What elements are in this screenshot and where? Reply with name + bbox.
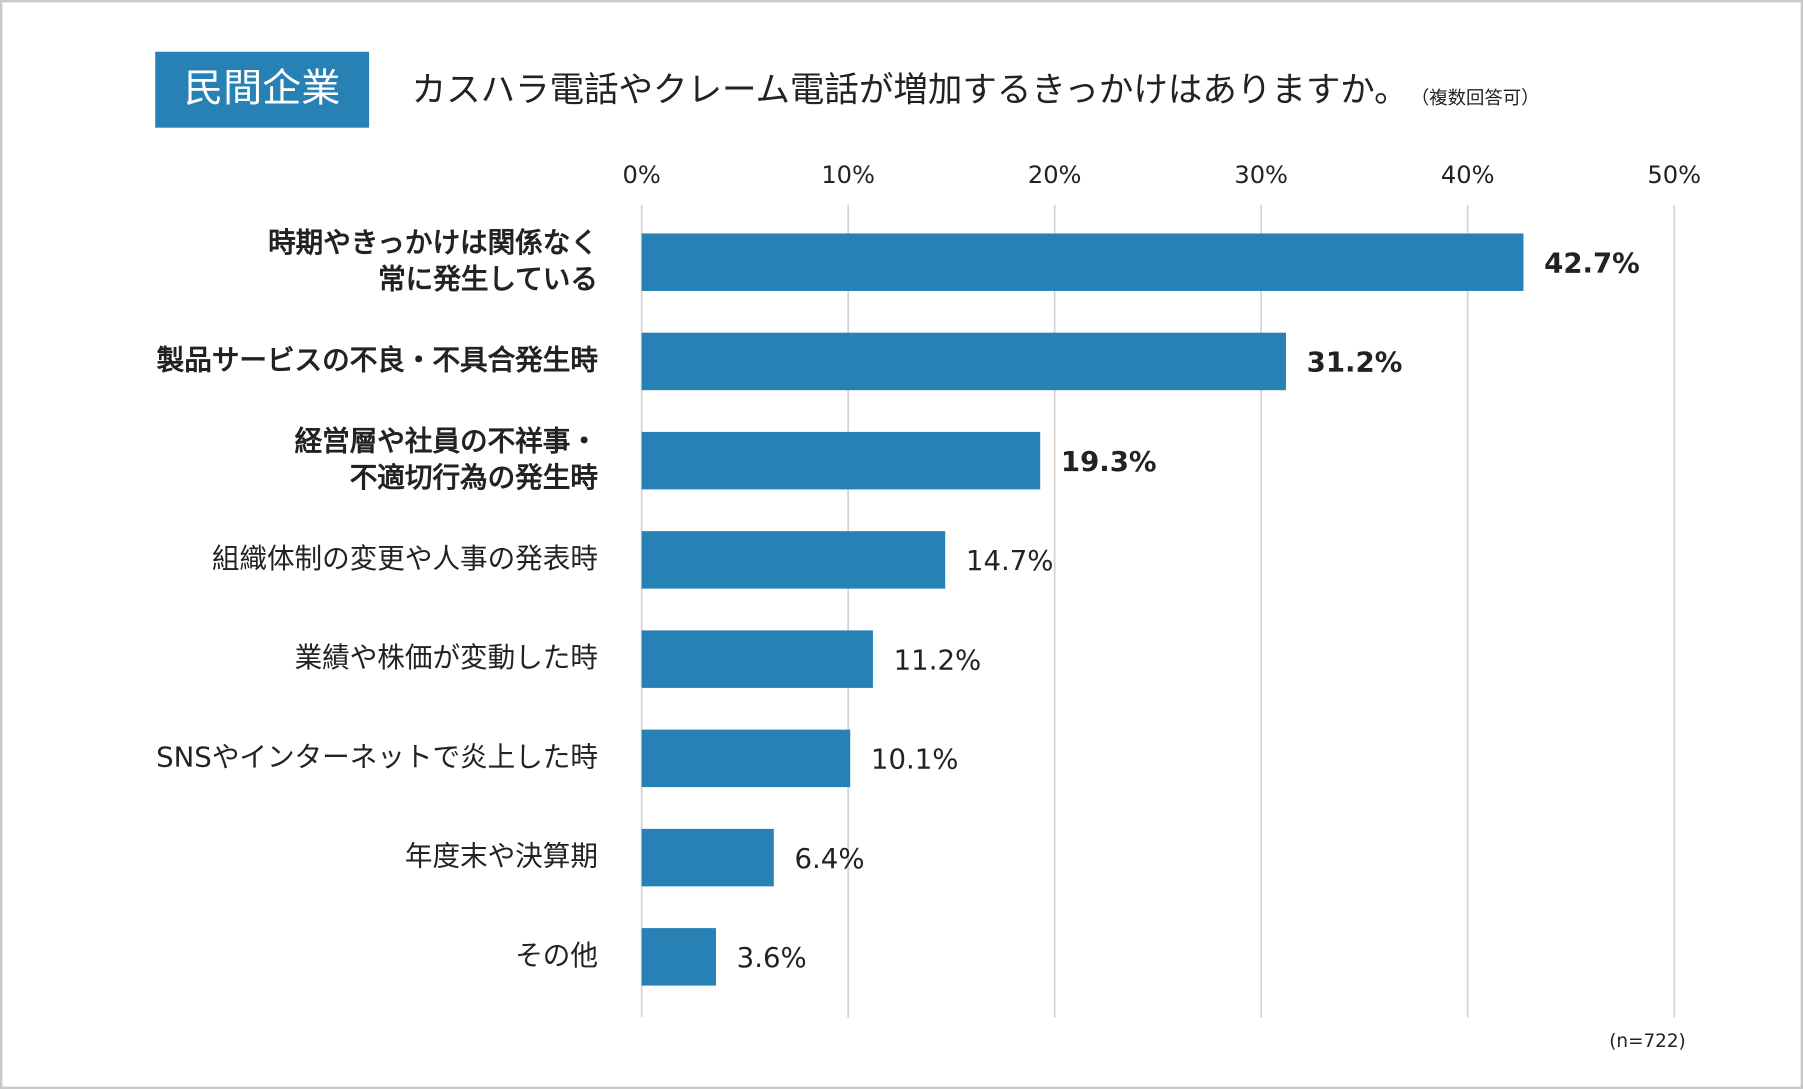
x-tick-label: 10%: [821, 161, 875, 189]
value-label: 3.6%: [737, 941, 807, 974]
x-tick-label: 40%: [1441, 161, 1495, 189]
x-tick-label: 0%: [622, 161, 660, 189]
y-tick-label: その他: [515, 939, 598, 972]
value-label: 14.7%: [966, 544, 1054, 577]
y-tick-label: 不適切行為の発生時: [350, 461, 599, 494]
y-tick-label: 製品サービスの不良・不具合発生時: [157, 343, 599, 376]
badge: 民間企業: [184, 66, 340, 111]
bar: [641, 531, 946, 589]
x-tick-label: 50%: [1647, 161, 1701, 189]
y-tick-label: 組織体制の変更や人事の発表時: [212, 542, 598, 575]
y-tick-label: 年度末や決算期: [405, 840, 598, 873]
y-tick-label: 経営層や社員の不祥事・: [295, 424, 598, 457]
chart-subtitle: （複数回答可）: [1411, 88, 1540, 109]
chart-title: カスハラ電話やクレーム電話が増加するきっかけはありますか。: [412, 71, 1409, 111]
value-label: 11.2%: [894, 643, 982, 676]
bar: [641, 928, 716, 986]
y-tick-label: SNSやインターネットで炎上した時: [156, 740, 598, 773]
bar: [641, 630, 873, 688]
y-tick-label: 業績や株価が変動した時: [295, 641, 598, 674]
value-label: 42.7%: [1544, 247, 1640, 280]
value-label: 6.4%: [794, 842, 864, 875]
y-tick-label: 常に発生している: [378, 263, 598, 296]
badge-box: [155, 51, 370, 128]
bar: [641, 233, 1524, 291]
bar: [641, 431, 1041, 490]
bar: [641, 729, 851, 788]
y-tick-label: 時期やきっかけは関係なく: [268, 226, 598, 259]
value-label: 19.3%: [1061, 445, 1157, 478]
value-label: 31.2%: [1307, 346, 1403, 379]
x-tick-label: 20%: [1028, 161, 1082, 189]
bar: [641, 332, 1286, 391]
bar: [641, 828, 774, 887]
note: (n=722): [1609, 1031, 1685, 1052]
x-tick-label: 30%: [1234, 161, 1288, 189]
value-label: 10.1%: [871, 743, 959, 776]
